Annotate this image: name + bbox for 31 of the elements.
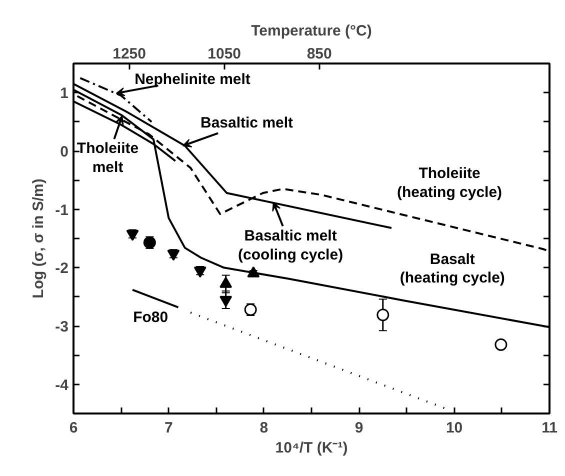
annotation: Fo80: [133, 308, 168, 326]
x2-tick-label: 850: [306, 46, 332, 62]
annotation: Basalt (heating cycle): [400, 250, 505, 287]
y-tick-label: 0: [60, 144, 68, 160]
annotation: Tholeiite (heating cycle): [397, 165, 502, 201]
y-tick-label: -1: [55, 202, 69, 219]
x2-tick-label: 1250: [112, 46, 146, 62]
x-tick-label: 8: [260, 420, 268, 436]
x-tick-label: 9: [354, 420, 364, 436]
y-tick-label: 1: [60, 85, 68, 102]
point: [194, 266, 206, 278]
x-tick-label: 6: [69, 420, 78, 436]
annotation: Basaltic melt (cooling cycle): [238, 228, 344, 264]
annotation: Basaltic melt: [200, 114, 294, 132]
y-tick-label: -3: [55, 318, 69, 336]
point: [220, 296, 232, 307]
point: [494, 338, 508, 351]
y-tick-label: -4: [55, 376, 70, 394]
y-tick-label: -2: [55, 260, 69, 278]
x-tick-label: 11: [542, 420, 558, 436]
annotation: Nephelinite melt: [134, 70, 250, 88]
x2-axis-title: Temperature (°C): [251, 22, 372, 40]
y-axis-title: Log (σ, σ in S/m): [30, 178, 48, 298]
point: [376, 308, 390, 322]
x2-tick-label: 1050: [208, 46, 242, 62]
x-axis-title: 10⁴/T (K⁻¹): [275, 440, 348, 456]
x-tick-label: 10: [446, 420, 463, 436]
annotation: Tholeiite melt: [76, 140, 139, 176]
point: [126, 230, 139, 241]
point: [167, 250, 180, 261]
x-tick-label: 7: [164, 420, 173, 436]
